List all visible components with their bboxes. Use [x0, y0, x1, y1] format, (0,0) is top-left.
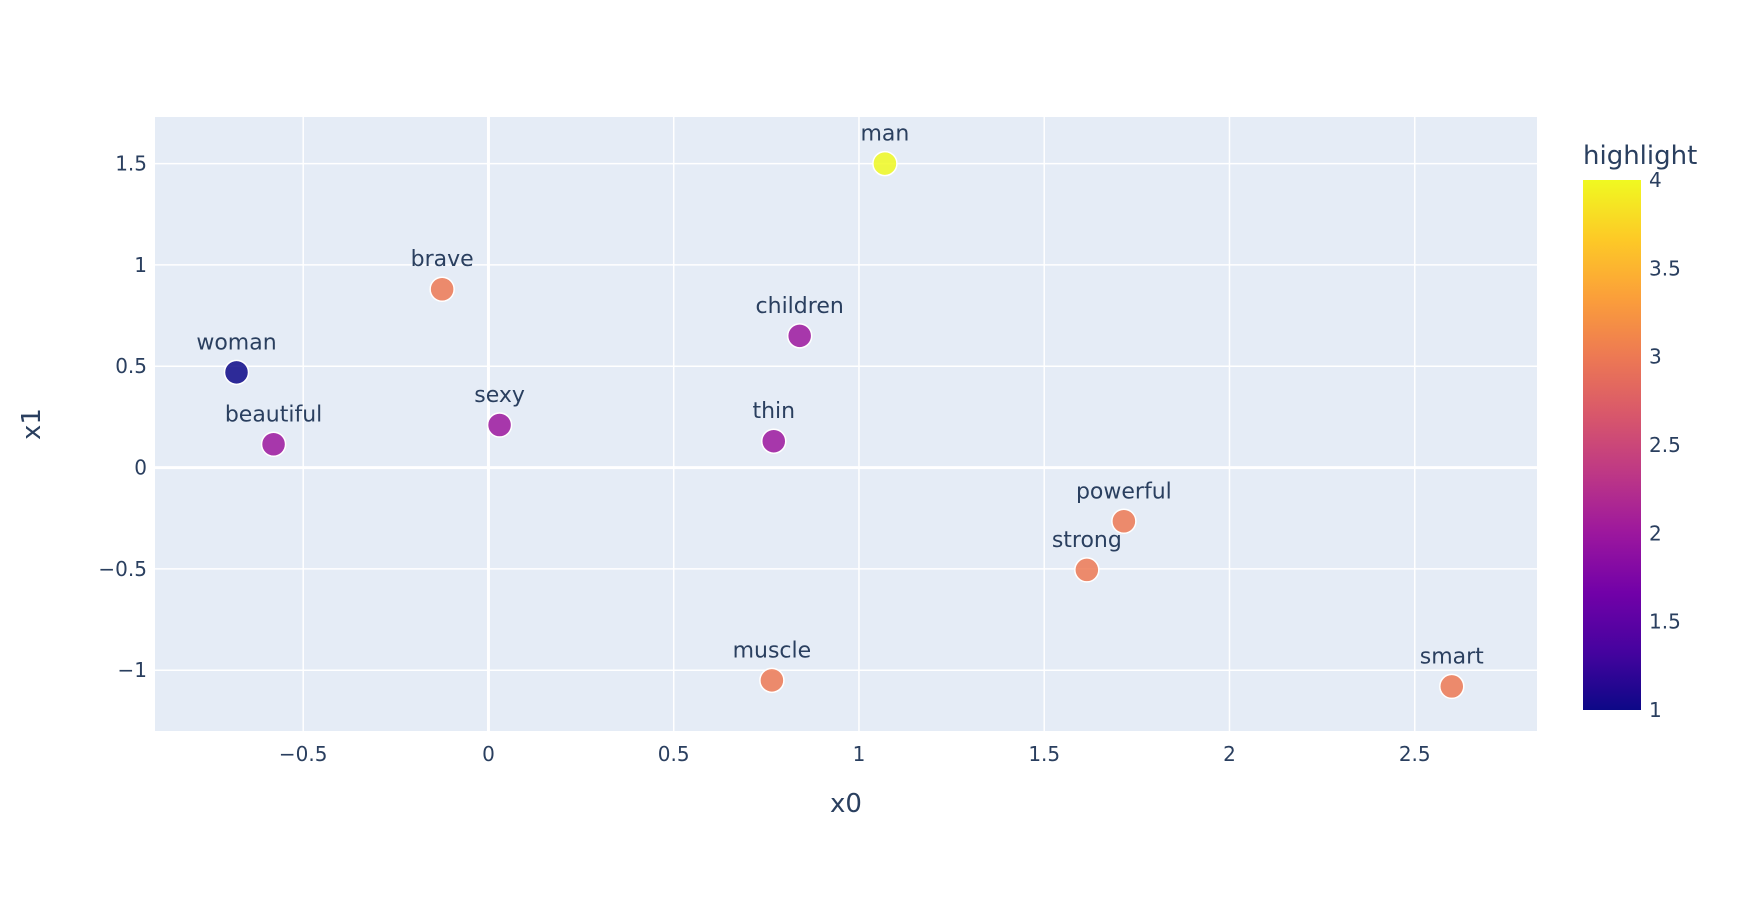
scatter-point: [429, 276, 455, 302]
x-axis-title: x0: [830, 789, 862, 819]
point-label: smart: [1420, 644, 1484, 669]
scatter-point: [260, 431, 287, 458]
x-tick-label: 2: [1223, 742, 1236, 766]
x-tick-label: 1: [853, 742, 866, 766]
scatter-point: [786, 323, 813, 349]
colorbar: highlight 1 1.5 2 2.5 3 3.5 4: [1583, 141, 1697, 722]
colorbar-tick-label: 3: [1649, 345, 1662, 369]
point-label: children: [756, 294, 844, 319]
y-axis-title: x1: [17, 408, 47, 440]
scatter-point: [872, 150, 898, 177]
x-tick-label: 1.5: [1028, 742, 1060, 766]
point-label: powerful: [1076, 479, 1172, 504]
point-label: strong: [1052, 528, 1122, 553]
scatter-point: [761, 428, 787, 454]
y-tick-label: 1: [134, 253, 147, 277]
y-tick-label: −0.5: [98, 557, 147, 581]
plot-area: [155, 117, 1537, 731]
colorbar-tick-label: 1.5: [1649, 610, 1681, 634]
point-label: man: [860, 122, 909, 147]
colorbar-tick-label: 4: [1649, 168, 1662, 192]
point-label: sexy: [474, 383, 525, 408]
y-tick-label: −1: [118, 658, 147, 682]
tick-labels: −0.5 0 0.5 1 1.5 2 2.5 −1 −0.5 0 0.5 1 1.5: [98, 152, 1430, 766]
colorbar-tick-label: 2: [1649, 521, 1662, 545]
scatter-point: [1074, 557, 1100, 583]
point-label: beautiful: [225, 402, 322, 427]
y-tick-label: 1.5: [115, 152, 147, 176]
colorbar-title: highlight: [1583, 141, 1697, 171]
scatter-point: [1111, 508, 1137, 535]
scatter-point: [486, 412, 513, 438]
colorbar-tick-label: 1: [1649, 698, 1662, 722]
colorbar-ticks: 1 1.5 2 2.5 3 3.5 4: [1649, 168, 1681, 722]
colorbar-tick-label: 2.5: [1649, 433, 1681, 457]
scatter-point: [759, 667, 785, 694]
scatter-point: [223, 359, 250, 386]
data-points: [223, 150, 1465, 700]
colorbar-gradient: [1583, 180, 1641, 710]
x-tick-label: −0.5: [279, 742, 328, 766]
colorbar-tick-label: 3.5: [1649, 256, 1681, 280]
point-label: woman: [196, 330, 276, 355]
y-tick-label: 0.5: [115, 354, 147, 378]
point-label: muscle: [733, 638, 812, 663]
point-labels: man brave children woman sexy thin beautiful po…: [196, 122, 1484, 670]
point-label: thin: [752, 399, 795, 424]
x-tick-label: 0: [482, 742, 495, 766]
x-tick-label: 0.5: [658, 742, 690, 766]
scatter-point: [1439, 673, 1465, 700]
point-label: brave: [411, 247, 474, 272]
gridlines: [155, 117, 1537, 731]
y-tick-label: 0: [134, 456, 147, 480]
x-tick-label: 2.5: [1399, 742, 1431, 766]
